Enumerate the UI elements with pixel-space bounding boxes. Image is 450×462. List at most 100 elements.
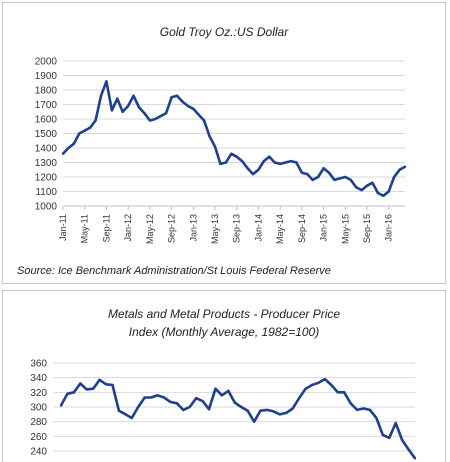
- gold-data-point: [365, 184, 369, 187]
- gold-data-point: [246, 167, 249, 170]
- gold-y-tick-label: 1100: [35, 187, 57, 198]
- ppi-data-point: [214, 387, 217, 390]
- ppi-data-point: [317, 381, 320, 384]
- gold-data-point: [137, 106, 141, 109]
- ppi-data-point: [285, 411, 288, 415]
- ppi-data-point: [240, 405, 243, 409]
- gold-x-tick-label: Sep-14: [297, 214, 307, 243]
- gold-chart-title: Gold Troy Oz.:US Dollar: [159, 25, 289, 39]
- gold-data-point: [121, 110, 124, 113]
- ppi-data-point: [304, 387, 307, 390]
- gold-data-point: [219, 162, 222, 166]
- gold-data-point: [240, 159, 244, 163]
- gold-chart-source: Source: Ice Benchmark Administration/St …: [17, 265, 331, 277]
- ppi-data-point: [349, 402, 352, 405]
- ppi-data-point: [394, 421, 397, 425]
- ppi-data-point: [162, 396, 166, 399]
- ppi-data-point: [400, 438, 404, 442]
- gold-data-point: [192, 107, 195, 111]
- gold-data-point: [230, 152, 233, 155]
- gold-data-point: [349, 178, 352, 182]
- ppi-data-point: [143, 396, 146, 399]
- gold-data-point: [398, 168, 401, 171]
- gold-data-point: [159, 114, 162, 118]
- gold-data-point: [268, 155, 271, 158]
- gold-x-tick-label: Sep-13: [232, 214, 242, 243]
- gold-x-tick-label: May-14: [275, 214, 285, 244]
- ppi-data-point: [233, 401, 236, 404]
- ppi-y-tick-label: 340: [30, 373, 47, 384]
- gold-data-point: [132, 94, 135, 98]
- ppi-data-point: [323, 377, 327, 381]
- gold-data-point: [94, 119, 97, 122]
- ppi-data-point: [79, 382, 82, 385]
- gold-data-point: [175, 94, 179, 98]
- gold-data-point: [110, 109, 114, 112]
- gold-price-line: [62, 80, 406, 198]
- gold-data-point: [116, 97, 119, 100]
- ppi-chart-title-line-1: Metals and Metal Products - Producer Pri…: [107, 307, 341, 321]
- gold-x-tick-label: Jan-11: [58, 214, 68, 241]
- gold-data-point: [164, 112, 168, 115]
- gold-data-point: [392, 175, 396, 179]
- ppi-data-point: [381, 433, 385, 437]
- ppi-data-point: [355, 408, 359, 412]
- ppi-data-point: [252, 420, 256, 423]
- gold-data-point: [99, 94, 103, 98]
- ppi-data-point: [130, 416, 133, 420]
- gold-data-point: [295, 161, 298, 164]
- gold-data-point: [322, 167, 325, 170]
- ppi-data-point: [98, 378, 101, 382]
- gold-data-point: [278, 162, 282, 166]
- ppi-data-point: [246, 409, 249, 412]
- ppi-data-point: [59, 404, 63, 407]
- gold-data-point: [186, 104, 190, 108]
- gold-data-point: [354, 185, 358, 189]
- ppi-data-point: [124, 413, 127, 416]
- gold-y-tick-label: 1500: [35, 129, 58, 140]
- ppi-y-tick-label: 360: [30, 359, 47, 370]
- ppi-data-point: [220, 394, 224, 397]
- gold-data-point: [360, 188, 363, 192]
- ppi-data-point: [111, 383, 114, 387]
- ppi-index-line: [59, 377, 417, 460]
- ppi-data-point: [72, 391, 76, 394]
- gold-x-tick-label: May-11: [80, 214, 90, 243]
- gold-data-point: [316, 175, 320, 179]
- ppi-data-point: [137, 405, 140, 409]
- gold-data-point: [224, 161, 228, 164]
- gold-data-point: [197, 113, 200, 116]
- gold-x-tick-label: May-15: [340, 214, 350, 244]
- gold-data-point: [371, 181, 374, 184]
- ppi-data-point: [188, 405, 191, 409]
- ppi-data-point: [343, 391, 346, 394]
- ppi-data-point: [201, 399, 204, 403]
- gold-x-tick-label: Jan-12: [123, 214, 133, 242]
- ppi-data-point: [375, 416, 378, 420]
- gold-data-point: [181, 100, 184, 103]
- ppi-data-point: [169, 400, 172, 404]
- gold-x-tick-label: Jan-13: [188, 214, 198, 242]
- ppi-data-point: [149, 396, 153, 399]
- gold-y-tick-label: 1400: [35, 144, 58, 155]
- ppi-data-point: [227, 389, 230, 393]
- ppi-data-point: [259, 409, 262, 412]
- gold-data-point: [78, 132, 81, 135]
- gold-data-point: [333, 178, 336, 182]
- gold-x-tick-label: Jan-15: [319, 214, 329, 242]
- gold-y-tick-label: 1300: [35, 158, 58, 169]
- gold-x-tick-label: Sep-11: [101, 214, 111, 242]
- ppi-data-point: [104, 383, 108, 386]
- gold-data-point: [306, 172, 309, 176]
- ppi-data-point: [194, 397, 198, 400]
- ppi-chart-title-line-2: Index (Monthly Average, 1982=100): [128, 325, 320, 339]
- gold-data-point: [208, 135, 211, 138]
- gold-y-tick-label: 2000: [35, 57, 58, 68]
- ppi-data-point: [182, 408, 185, 412]
- gold-y-tick-label: 1700: [35, 100, 58, 111]
- gold-data-point: [403, 165, 407, 169]
- gold-data-point: [126, 104, 130, 108]
- gold-data-point: [148, 119, 152, 122]
- gold-data-point: [327, 171, 331, 174]
- ppi-y-tick-label: 260: [30, 432, 47, 443]
